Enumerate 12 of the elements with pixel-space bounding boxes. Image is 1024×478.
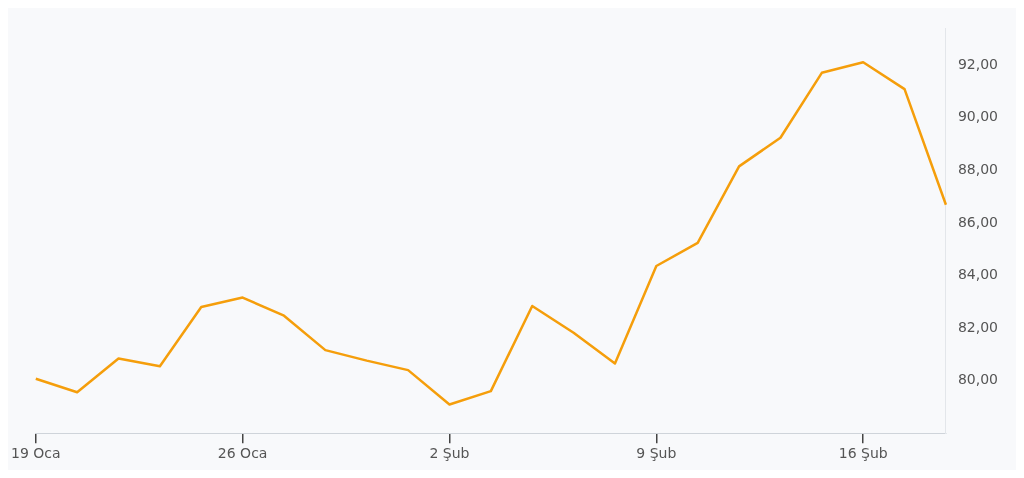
y-tick-label: 80,00 [957, 371, 999, 388]
x-tick-label: 19 Oca [11, 445, 61, 462]
y-tick-label: 86,00 [957, 213, 999, 230]
x-tick-label: 9 Şub [636, 445, 677, 462]
y-tick-label: 92,00 [957, 55, 999, 72]
x-tick-label: 2 Şub [429, 445, 470, 462]
x-tick-label: 26 Oca [217, 445, 268, 462]
y-tick-label: 88,00 [957, 160, 999, 177]
y-tick-label: 82,00 [957, 318, 999, 335]
x-tick-label: 16 Şub [838, 445, 888, 462]
y-tick-label: 90,00 [957, 108, 999, 125]
y-tick-label: 84,00 [957, 266, 999, 283]
